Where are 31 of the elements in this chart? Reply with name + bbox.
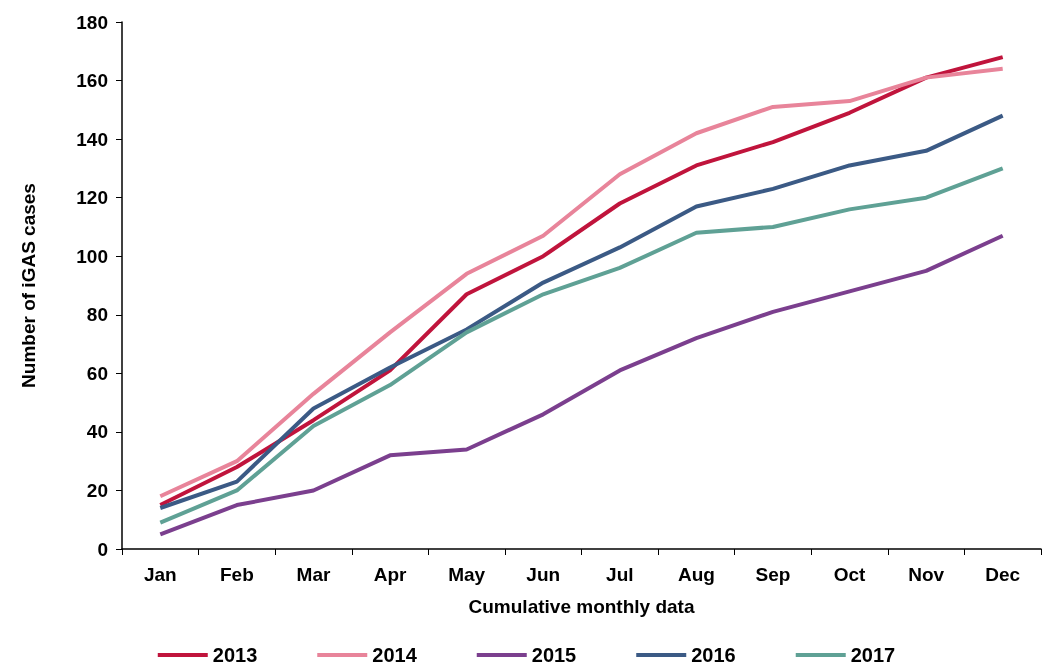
x-tick-label: Dec [985, 564, 1021, 585]
y-tick-label: 140 [76, 128, 108, 150]
x-tick-label: Oct [833, 564, 867, 585]
line-series [158, 166, 1005, 525]
y-axis-title: Number of iGAS cases [18, 183, 39, 388]
x-tick-label: Sep [755, 564, 791, 585]
y-tick-label: 0 [97, 538, 108, 560]
x-tick-label: Mar [296, 564, 331, 585]
line-series [158, 233, 1005, 537]
y-tick-label: 160 [76, 70, 108, 92]
y-tick-label: 60 [86, 362, 108, 384]
y-tick-label: 40 [86, 421, 108, 443]
legend-label: 2016 [691, 644, 736, 666]
legend-label: 2017 [850, 644, 896, 666]
legend-label: 2014 [372, 644, 418, 666]
x-tick-label: Jan [143, 564, 177, 585]
x-tick-label: Jul [606, 564, 634, 585]
x-tick-label: Apr [373, 564, 407, 585]
y-tick-label: 20 [86, 479, 108, 501]
x-tick-label: Feb [219, 564, 254, 585]
y-tick-label: 120 [76, 187, 108, 209]
x-axis-title: Cumulative monthly data [468, 596, 695, 617]
y-tick-label: 180 [76, 11, 108, 33]
x-tick-label: Jun [526, 564, 561, 585]
y-tick-label: 100 [76, 245, 108, 267]
y-tick-label: 80 [86, 304, 108, 326]
legend-label: 2013 [212, 644, 258, 666]
x-tick-label: Nov [908, 564, 945, 585]
legend-label: 2015 [531, 644, 577, 666]
x-tick-label: Aug [677, 564, 715, 585]
x-tick-label: May [448, 564, 486, 585]
